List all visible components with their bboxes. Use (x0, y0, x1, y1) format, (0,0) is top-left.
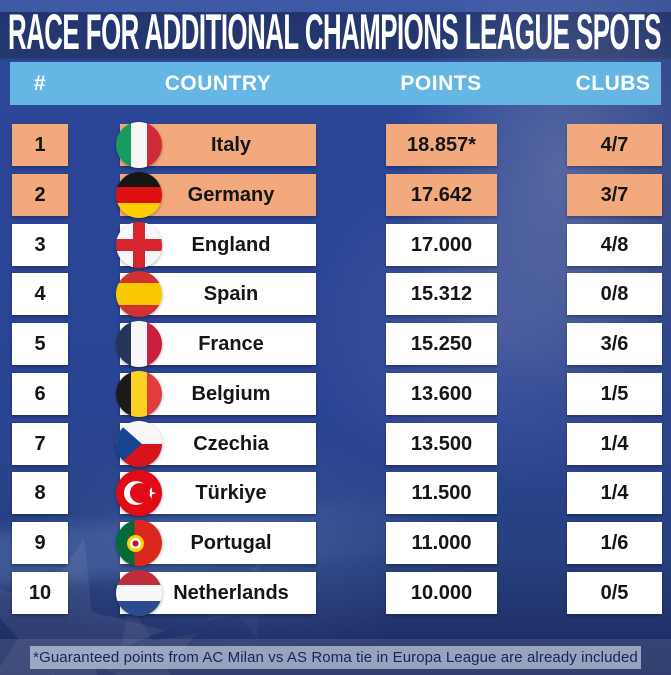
country-cell: Germany (116, 172, 316, 218)
country-label: France (198, 332, 264, 355)
flag-germany-icon (116, 172, 162, 218)
rank-cell: 8 (12, 472, 68, 514)
table-row: 6 Belgium 13.600 1/5 (0, 371, 671, 417)
rank-cell: 1 (12, 124, 68, 166)
country-label: Belgium (191, 382, 271, 405)
clubs-cell: 1/4 (567, 472, 662, 514)
footnote-bar: *Guaranteed points from AC Milan vs AS R… (30, 646, 641, 669)
points-cell: 13.500 (386, 423, 497, 465)
table-row: 5 France 15.250 3/6 (0, 321, 671, 367)
points-cell: 17.000 (386, 224, 497, 266)
clubs-cell: 1/4 (567, 423, 662, 465)
points-cell: 11.500 (386, 472, 497, 514)
page-title-text: RACE FOR ADDITIONAL CHAMPIONS LEAGUE SPO… (8, 4, 662, 60)
flag-czechia-icon (116, 421, 162, 467)
portugal-emblem-icon (127, 535, 144, 552)
table-row: 3 England 17.000 4/8 (0, 222, 671, 268)
country-cell: Italy (116, 122, 316, 168)
flag-belgium-icon (116, 371, 162, 417)
clubs-cell: 3/6 (567, 323, 662, 365)
country-cell: Türkiye (116, 470, 316, 516)
table-header: # COUNTRY POINTS CLUBS (10, 62, 661, 105)
country-label: England (191, 233, 271, 256)
country-cell: Netherlands (116, 570, 316, 616)
country-cell: England (116, 222, 316, 268)
czechia-triangle (116, 421, 142, 467)
table-row: 9 Portugal 11.000 1/6 (0, 520, 671, 566)
country-cell: Portugal (116, 520, 316, 566)
flag-netherlands-icon (116, 570, 162, 616)
table-row: 10 Netherlands 10.000 0/5 (0, 570, 671, 616)
points-cell: 13.600 (386, 373, 497, 415)
table-row: 7 Czechia 13.500 1/4 (0, 421, 671, 467)
country-label: Portugal (190, 531, 272, 554)
flag-spain-icon (116, 271, 162, 317)
flag-turkiye-icon (116, 470, 162, 516)
points-cell: 15.312 (386, 273, 497, 315)
country-label: Netherlands (173, 581, 289, 604)
country-label: Czechia (193, 432, 269, 455)
clubs-cell: 0/8 (567, 273, 662, 315)
clubs-cell: 1/5 (567, 373, 662, 415)
points-cell: 18.857* (386, 124, 497, 166)
rank-cell: 4 (12, 273, 68, 315)
rank-cell: 10 (12, 572, 68, 614)
header-cell-clubs: CLUBS (575, 72, 651, 95)
country-label: Spain (203, 282, 259, 305)
flag-england-icon (116, 222, 162, 268)
header-cell-country: COUNTRY (164, 72, 272, 95)
table-row: 1 Italy 18.857* 4/7 (0, 122, 671, 168)
table-row: 2 Germany 17.642 3/7 (0, 172, 671, 218)
flag-italy-icon (116, 122, 162, 168)
country-label: Türkiye (195, 481, 267, 504)
header-cell-points: POINTS (400, 72, 482, 95)
rank-cell: 2 (12, 174, 68, 216)
flag-portugal-icon (116, 520, 162, 566)
rank-cell: 6 (12, 373, 68, 415)
header-cell-rank: # (33, 72, 47, 95)
star-icon (142, 485, 157, 500)
clubs-cell: 0/5 (567, 572, 662, 614)
country-cell: Belgium (116, 371, 316, 417)
points-cell: 15.250 (386, 323, 497, 365)
rank-cell: 5 (12, 323, 68, 365)
rank-cell: 3 (12, 224, 68, 266)
points-cell: 17.642 (386, 174, 497, 216)
clubs-cell: 1/6 (567, 522, 662, 564)
table-row: 4 Spain 15.312 0/8 (0, 271, 671, 317)
country-cell: Czechia (116, 421, 316, 467)
footnote-text: *Guaranteed points from AC Milan vs AS R… (33, 649, 638, 666)
clubs-cell: 3/7 (567, 174, 662, 216)
rank-cell: 7 (12, 423, 68, 465)
country-label: Italy (210, 133, 252, 156)
page-title: RACE FOR ADDITIONAL CHAMPIONS LEAGUE SPO… (8, 4, 663, 60)
table-row: 8 Türkiye 11.500 1/4 (0, 470, 671, 516)
clubs-cell: 4/7 (567, 124, 662, 166)
country-cell: Spain (116, 271, 316, 317)
points-cell: 10.000 (386, 572, 497, 614)
clubs-cell: 4/8 (567, 224, 662, 266)
country-cell: France (116, 321, 316, 367)
points-cell: 11.000 (386, 522, 497, 564)
flag-france-icon (116, 321, 162, 367)
rank-cell: 9 (12, 522, 68, 564)
country-label: Germany (187, 183, 275, 206)
